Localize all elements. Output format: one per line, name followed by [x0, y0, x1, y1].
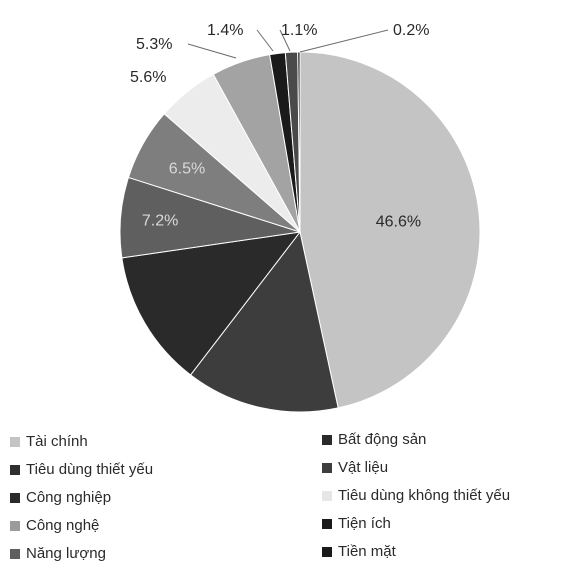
data-label: 5.3%	[136, 36, 172, 53]
legend-label: Tiêu dùng không thiết yếu	[338, 487, 511, 504]
legend-item: Tiền mặt	[322, 543, 396, 561]
legend-label: Bất động sản	[338, 431, 427, 448]
pie-slice	[299, 51, 481, 409]
legend-item: Năng lượng	[10, 545, 106, 563]
data-label: 46.6%	[376, 213, 421, 230]
legend-swatch	[322, 435, 332, 445]
pie-chart: 46.6% 7.2% 6.5% 5.6% 5.3% 1.4% 1.1% 0.2%	[119, 22, 481, 413]
legend-label: Tài chính	[26, 433, 88, 450]
leader-line	[187, 43, 237, 59]
pie-slice	[189, 230, 339, 413]
leader-line	[299, 29, 389, 53]
legend-item: Bất động sản	[322, 431, 426, 449]
legend-item: Tiêu dùng không thiết yếu	[322, 487, 510, 505]
pie-slice	[121, 231, 302, 376]
pie-slice	[297, 51, 301, 233]
legend-swatch	[322, 547, 332, 557]
legend-item: Tiện ích	[322, 515, 391, 533]
data-label: 6.5%	[169, 161, 205, 178]
legend-swatch	[322, 491, 332, 501]
legend-item: Vật liệu	[322, 459, 388, 477]
legend-label: Công nghiệp	[26, 489, 112, 506]
data-label: 7.2%	[142, 213, 178, 230]
legend-label: Tiêu dùng thiết yếu	[26, 461, 154, 478]
leader-line	[256, 29, 274, 52]
legend-swatch	[322, 463, 332, 473]
legend: Tài chính Tiêu dùng thiết yếu Công nghiệ…	[0, 425, 566, 566]
legend-swatch	[10, 549, 20, 559]
legend-swatch	[10, 521, 20, 531]
data-label: 5.6%	[130, 69, 166, 86]
legend-item: Công nghệ	[10, 517, 99, 535]
legend-label: Tiền mặt	[338, 543, 396, 560]
legend-swatch	[10, 437, 20, 447]
legend-swatch	[322, 519, 332, 529]
legend-item: Tiêu dùng thiết yếu	[10, 461, 153, 479]
legend-swatch	[10, 493, 20, 503]
data-label: 0.2%	[393, 22, 429, 39]
data-label: 1.1%	[281, 22, 317, 39]
legend-item: Công nghiệp	[10, 489, 111, 507]
legend-label: Công nghệ	[26, 517, 100, 534]
legend-item: Tài chính	[10, 433, 88, 451]
legend-label: Vật liệu	[338, 459, 389, 476]
legend-label: Năng lượng	[26, 545, 106, 562]
legend-swatch	[10, 465, 20, 475]
data-label: 1.4%	[207, 22, 243, 39]
leader-line	[279, 29, 291, 52]
legend-label: Tiện ích	[338, 515, 391, 532]
